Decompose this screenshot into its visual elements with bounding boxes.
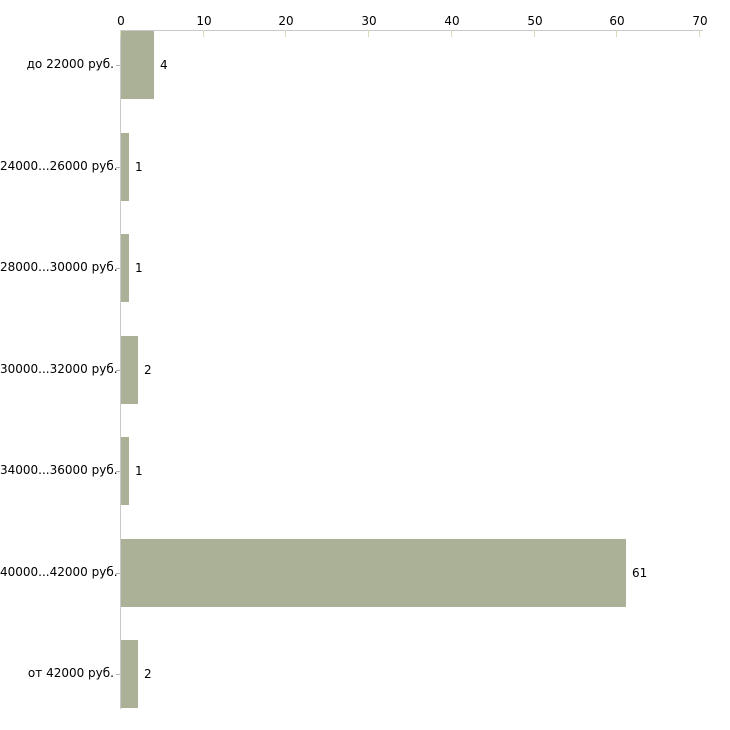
value-label: 1 <box>135 261 143 275</box>
x-axis-tick-label: 60 <box>609 14 625 28</box>
x-axis-tick-label: 10 <box>196 14 212 28</box>
value-label: 1 <box>135 464 143 478</box>
x-axis-tick-label: 20 <box>278 14 294 28</box>
x-axis-tick-label: 40 <box>444 14 460 28</box>
bar <box>121 640 138 708</box>
value-label: 2 <box>144 667 152 681</box>
x-axis-tick <box>616 30 617 37</box>
category-label: 34000...36000 руб. <box>0 463 118 477</box>
y-axis-tick <box>116 370 120 371</box>
x-axis-tick-label: 70 <box>692 14 708 28</box>
x-axis-tick <box>120 30 121 37</box>
category-label: от 42000 руб. <box>27 666 114 680</box>
value-label: 2 <box>144 363 152 377</box>
bar <box>121 437 129 505</box>
x-axis-tick-label: 30 <box>361 14 377 28</box>
y-axis-line <box>120 30 121 709</box>
x-axis-tick-label: 0 <box>117 14 125 28</box>
x-axis-tick-label: 50 <box>527 14 543 28</box>
x-axis-tick <box>285 30 286 37</box>
value-label: 1 <box>135 160 143 174</box>
bar <box>121 31 154 99</box>
x-axis-tick <box>451 30 452 37</box>
y-axis-tick <box>116 65 120 66</box>
bar <box>121 539 626 607</box>
category-label: 40000...42000 руб. <box>0 565 118 579</box>
x-axis-tick <box>203 30 204 37</box>
y-axis-tick <box>116 167 120 168</box>
y-axis-tick <box>116 674 120 675</box>
x-axis-tick <box>699 30 700 37</box>
bar <box>121 234 129 302</box>
category-label: до 22000 руб. <box>26 57 114 71</box>
value-label: 61 <box>632 566 648 580</box>
x-axis-tick <box>534 30 535 37</box>
y-axis-tick <box>116 268 120 269</box>
value-label: 4 <box>160 58 168 72</box>
y-axis-tick <box>116 471 120 472</box>
y-axis-tick <box>116 573 120 574</box>
bar <box>121 336 138 404</box>
category-label: 30000...32000 руб. <box>0 362 118 376</box>
category-label: 24000...26000 руб. <box>0 159 118 173</box>
category-label: 28000...30000 руб. <box>0 260 118 274</box>
x-axis-line <box>120 30 703 31</box>
bar <box>121 133 129 201</box>
x-axis-tick <box>368 30 369 37</box>
